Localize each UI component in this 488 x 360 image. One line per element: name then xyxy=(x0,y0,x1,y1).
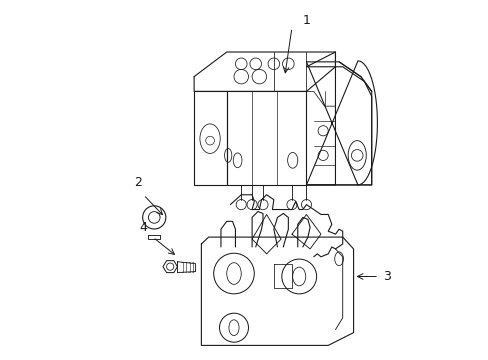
Text: 2: 2 xyxy=(134,176,142,189)
Text: 3: 3 xyxy=(382,270,389,283)
Text: 4: 4 xyxy=(140,221,147,234)
Text: 1: 1 xyxy=(302,14,310,27)
